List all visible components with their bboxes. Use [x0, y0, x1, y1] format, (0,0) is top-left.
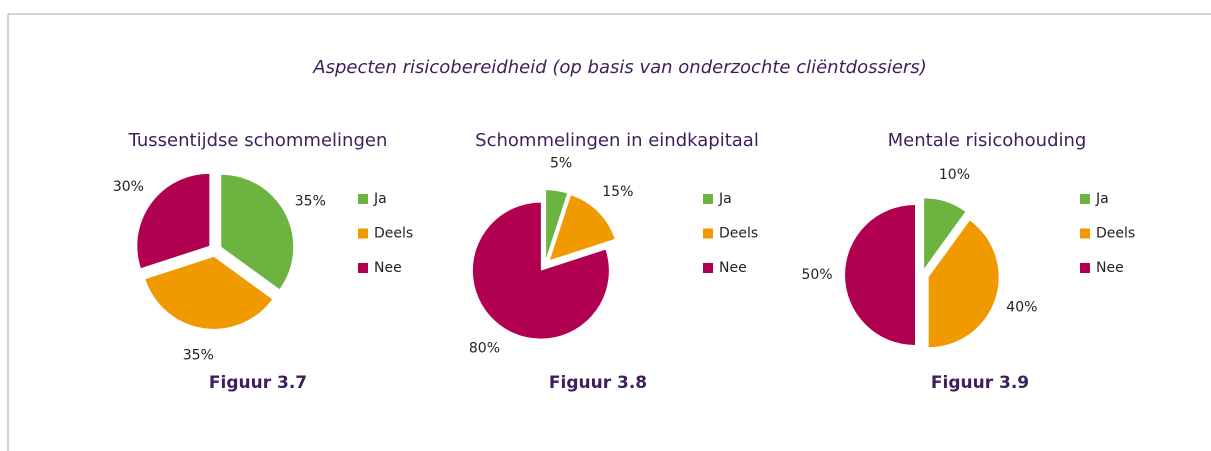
main-title: Aspecten risicobereidheid (op basis van … — [312, 57, 926, 78]
value-label: 15% — [602, 184, 633, 200]
pie-slice — [472, 202, 609, 339]
legend-swatch — [1080, 228, 1090, 239]
value-label: 50% — [801, 267, 832, 283]
chart-title: Mentale risicohouding — [888, 130, 1087, 151]
legend-swatch — [358, 263, 368, 273]
caption: Figuur 3.7 — [209, 373, 307, 393]
legend-swatch — [1080, 263, 1090, 273]
legend-swatch — [358, 228, 368, 239]
caption: Figuur 3.9 — [931, 373, 1029, 393]
caption: Figuur 3.8 — [549, 373, 647, 393]
legend-label: Deels — [374, 226, 413, 242]
legend-swatch — [703, 263, 713, 273]
pie-slice — [928, 220, 999, 348]
legend-swatch — [1080, 194, 1090, 204]
chart-title: Schommelingen in eindkapitaal — [475, 130, 759, 151]
chart-title: Tussentijdse schommelingen — [128, 130, 388, 151]
pie-slice — [549, 195, 615, 261]
legend-label: Nee — [374, 260, 402, 276]
legend-label: Nee — [1096, 260, 1124, 276]
pie-slice — [845, 205, 915, 345]
value-label: 40% — [1006, 299, 1037, 315]
legend-swatch — [703, 228, 713, 239]
legend-swatch — [358, 194, 368, 204]
pie-slice — [221, 174, 294, 290]
value-label: 35% — [183, 348, 214, 364]
value-label: 5% — [550, 155, 572, 171]
value-label: 10% — [939, 167, 970, 183]
legend-label: Deels — [719, 226, 758, 242]
pie-slice — [924, 198, 966, 269]
pie-slice — [546, 190, 568, 259]
legend-label: Deels — [1096, 226, 1135, 242]
pie-slice — [137, 173, 210, 269]
legend-label: Ja — [718, 191, 732, 207]
pie-slice — [145, 256, 273, 329]
value-label: 35% — [295, 193, 326, 209]
legend-label: Ja — [1095, 191, 1109, 207]
value-label: 80% — [469, 340, 500, 356]
value-label: 30% — [113, 179, 144, 195]
legend-swatch — [703, 194, 713, 204]
legend-label: Ja — [373, 191, 387, 207]
legend-label: Nee — [719, 260, 747, 276]
